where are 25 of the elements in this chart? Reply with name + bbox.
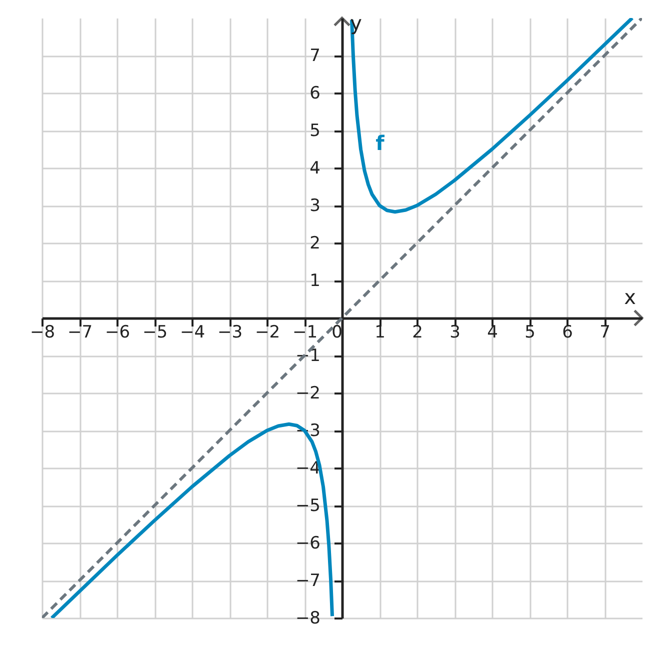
x-tick-label: 4	[487, 322, 498, 342]
x-tick-label: −4	[180, 322, 206, 342]
x-tick-label: 0	[332, 322, 342, 342]
y-tick-label: −8	[295, 608, 320, 628]
y-axis-title: y	[350, 11, 362, 35]
x-tick-label: −5	[142, 322, 168, 342]
x-tick-label: −6	[104, 322, 130, 342]
x-tick-label: −8	[30, 322, 56, 342]
y-tick-label: −7	[295, 571, 320, 591]
y-tick-label: 2	[310, 234, 320, 254]
y-tick-label: 4	[310, 158, 320, 178]
x-axis-title: x	[624, 285, 636, 309]
y-tick-label: 3	[310, 196, 320, 216]
y-tick-label: 1	[310, 271, 320, 291]
y-tick-label: 7	[310, 46, 320, 66]
y-tick-label: −2	[295, 384, 320, 404]
y-tick-label: −5	[295, 496, 320, 516]
x-tick-label: −3	[217, 322, 243, 342]
x-tick-label: −7	[67, 322, 93, 342]
x-tick-label: −2	[254, 322, 280, 342]
y-tick-label: 5	[310, 121, 320, 141]
y-tick-label: −6	[295, 534, 320, 554]
y-tick-label: −4	[295, 458, 320, 478]
y-tick-label: 6	[310, 84, 320, 104]
series-label: f	[376, 130, 385, 155]
